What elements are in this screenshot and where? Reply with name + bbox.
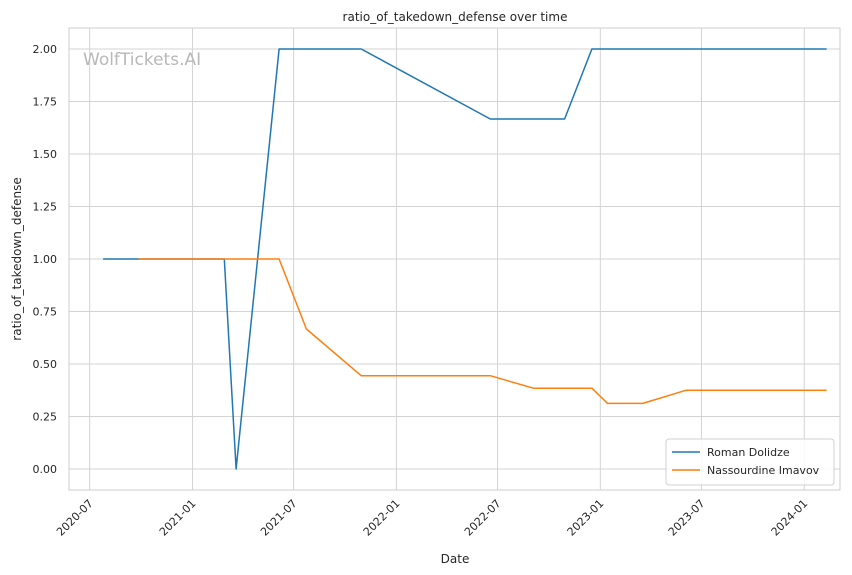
y-tick-label: 0.75 <box>33 306 58 319</box>
y-tick-label: 0.50 <box>33 358 58 371</box>
y-axis-ticks: 0.00 0.25 0.50 0.75 1.00 1.25 1.50 1.75 2.00 <box>33 43 58 476</box>
y-axis-title: ratio_of_takedown_defense <box>10 177 24 340</box>
y-tick-label: 0.00 <box>33 463 58 476</box>
legend: Roman Dolidze Nassourdine Imavov <box>665 438 835 486</box>
x-tick-label: 2023-07 <box>666 497 708 539</box>
legend-box <box>665 438 835 486</box>
y-tick-label: 2.00 <box>33 43 58 56</box>
series-line-nassourdine-imavov <box>138 258 827 405</box>
y-tick-label: 1.75 <box>33 96 58 109</box>
x-tick-label: 2023-01 <box>565 497 607 539</box>
y-tick-label: 1.50 <box>33 148 58 161</box>
legend-label-nassourdine-imavov: Nassourdine Imavov <box>707 464 820 477</box>
y-tick-label: 1.25 <box>33 201 58 214</box>
y-tick-label: 1.00 <box>33 253 58 266</box>
series-layer <box>103 48 827 470</box>
x-tick-label: 2020-07 <box>54 497 96 539</box>
x-tick-label: 2022-07 <box>462 497 504 539</box>
legend-label-roman-dolidze: Roman Dolidze <box>707 446 790 459</box>
x-axis-ticks: 2020-07 2021-01 2021-07 2022-01 2022-07 2023-… <box>54 497 810 539</box>
chart-title: ratio_of_takedown_defense over time <box>343 10 568 24</box>
y-tick-label: 0.25 <box>33 411 58 424</box>
x-tick-label: 2021-07 <box>258 497 300 539</box>
x-tick-label: 2022-01 <box>361 497 403 539</box>
watermark: WolfTickets.AI <box>83 50 201 70</box>
x-tick-label: 2024-01 <box>769 497 811 539</box>
x-tick-label: 2021-01 <box>157 497 199 539</box>
x-axis-title: Date <box>441 552 470 566</box>
